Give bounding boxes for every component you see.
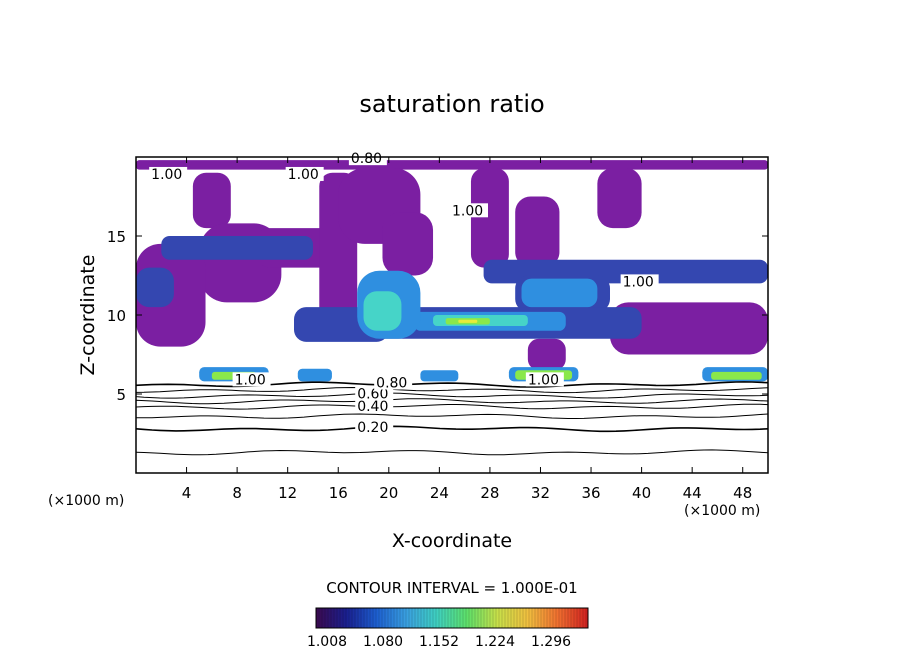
x-tick-label: 40	[632, 484, 651, 502]
contour-line	[136, 449, 768, 456]
contour-label: 1.00	[528, 372, 559, 388]
colorbar	[315, 607, 589, 629]
contour-label-bg	[285, 166, 324, 181]
contour-label: 0.80	[351, 151, 382, 167]
contour-label: 1.00	[623, 274, 654, 290]
colorbar-tick-label: 1.296	[531, 634, 571, 650]
x-tick-label: 24	[430, 484, 449, 502]
contour-region-base	[597, 168, 642, 229]
contour-region-base	[527, 338, 566, 371]
chart-title: saturation ratio	[359, 90, 544, 118]
x-unit-label-right: (×1000 m)	[684, 503, 760, 519]
contour-line	[136, 386, 768, 394]
contour-region-mid	[420, 370, 459, 382]
contour-label: 0.20	[357, 420, 388, 436]
contour-label-bg	[450, 203, 488, 218]
contour-region-peak	[458, 319, 478, 323]
x-tick-label: 36	[581, 484, 600, 502]
y-axis-ticks: 5 10 15	[107, 228, 768, 404]
x-tick-label: 28	[480, 484, 499, 502]
contour-label-bg	[620, 274, 659, 289]
contour-label-bg	[355, 399, 394, 414]
contour-label-bg	[232, 372, 271, 387]
contour-region-mid2	[363, 291, 402, 331]
contour-region-base	[515, 196, 560, 268]
contour-label-bg	[355, 386, 394, 401]
y-tick-label: 5	[116, 386, 126, 404]
colorbar-stripes	[315, 608, 587, 628]
contour-label: 0.60	[357, 387, 388, 403]
x-tick-label: 16	[329, 484, 348, 502]
contour-label: 1.00	[452, 203, 483, 219]
x-tick-label: 12	[278, 484, 297, 502]
contour-label: 1.00	[235, 372, 266, 388]
y-axis-label: Z-coordinate	[77, 255, 99, 376]
x-tick-label: 32	[531, 484, 550, 502]
contour-region-mid	[297, 368, 332, 382]
contour-lines	[136, 381, 768, 456]
colorbar-tick-label: 1.080	[363, 634, 403, 650]
colorbar-tick-label: 1.152	[419, 634, 459, 650]
x-tick-label: 48	[733, 484, 752, 502]
contour-label: 0.80	[376, 376, 407, 392]
contour-line	[136, 403, 768, 410]
contour-region-base	[610, 302, 768, 355]
x-axis-ticks: 4 8 12 16 20 24 28 32 36 40 44 48	[182, 157, 752, 502]
contour-label-bg	[149, 166, 188, 181]
contour-line	[136, 413, 768, 419]
x-tick-label: 8	[232, 484, 242, 502]
y-tick-label: 10	[107, 307, 126, 325]
colorbar-tick-labels: 1.008 1.080 1.152 1.224 1.296	[307, 634, 571, 650]
contour-line	[136, 392, 768, 399]
contour-labels: 0.200.400.600.801.00 1.000.801.00 1.001.00…	[149, 151, 659, 436]
contour-region-base	[136, 160, 768, 170]
contour-region-base	[192, 172, 231, 229]
filled-contour-regions	[136, 160, 768, 382]
contour-interval-text: CONTOUR INTERVAL = 1.000E-01	[326, 579, 577, 597]
contour-line	[136, 425, 768, 433]
contour-label: 0.40	[357, 399, 388, 415]
colorbar-tick-label: 1.224	[475, 634, 515, 650]
contour-region-low	[136, 267, 174, 308]
x-unit-label-left: (×1000 m)	[48, 493, 124, 509]
contour-label: 1.00	[151, 167, 182, 183]
contour-label-bg	[525, 372, 564, 387]
contour-label-bg	[374, 375, 413, 390]
colorbar-tick-label: 1.008	[307, 634, 347, 650]
x-tick-label: 44	[683, 484, 702, 502]
contour-line	[136, 398, 768, 405]
contour-region-base	[382, 212, 434, 276]
contour-line	[136, 381, 768, 388]
contour-label-bg	[348, 151, 387, 166]
contour-label-bg	[355, 419, 394, 434]
contour-label: 1.00	[288, 167, 319, 183]
contour-region-base	[470, 168, 509, 268]
contour-region-high	[711, 371, 762, 380]
x-tick-label: 4	[182, 484, 192, 502]
x-tick-label: 20	[379, 484, 398, 502]
x-axis-label: X-coordinate	[392, 530, 512, 552]
y-tick-label: 15	[107, 228, 126, 246]
contour-region-low	[161, 236, 313, 260]
contour-region-mid	[521, 278, 598, 308]
